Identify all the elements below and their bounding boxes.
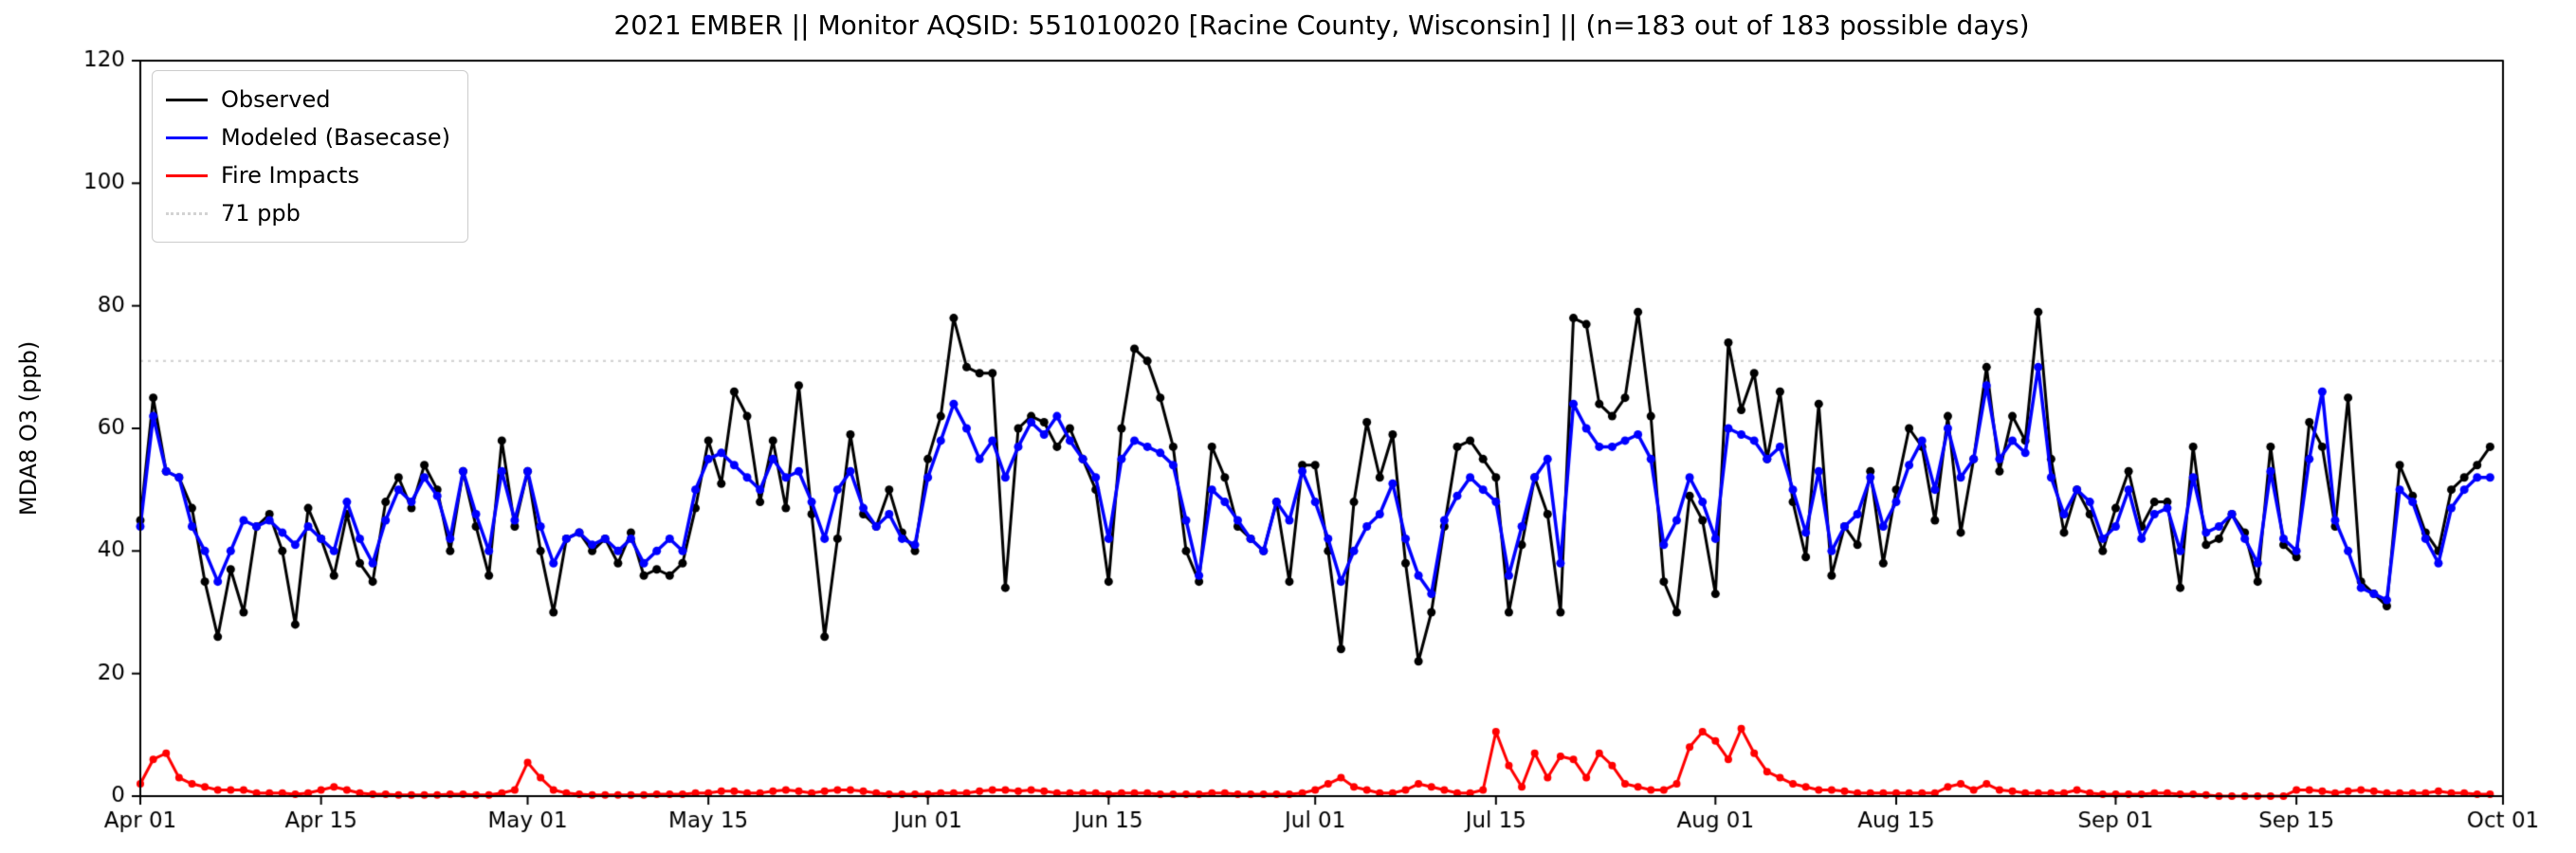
legend-line-swatch [166,211,208,215]
legend-line-swatch [166,136,208,139]
legend-line-swatch [166,98,208,101]
legend-item: Fire Impacts [166,156,450,194]
legend-line-swatch [166,173,208,177]
legend-label: Modeled (Basecase) [221,124,451,151]
legend-label: 71 ppb [221,200,301,227]
y-axis-label: MDA8 O3 (ppb) [15,340,42,517]
legend-label: Fire Impacts [221,162,359,189]
legend-item: Observed [166,81,450,118]
legend-item: 71 ppb [166,194,450,232]
legend: Observed Modeled (Basecase) Fire Impacts 71… [152,70,469,243]
chart-title: 2021 EMBER || Monitor AQSID: 551010020 [… [613,9,2030,41]
legend-label: Observed [221,86,331,113]
legend-item: Modeled (Basecase) [166,118,450,156]
